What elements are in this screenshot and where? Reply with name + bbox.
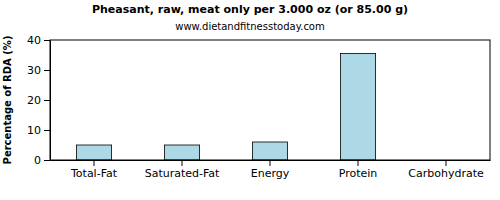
x-tick-mark (270, 160, 271, 166)
bar (76, 145, 111, 160)
x-tick: Protein (339, 160, 378, 180)
x-tick: Carbohydrate (408, 160, 484, 180)
bars (76, 54, 375, 161)
y-axis: 0 10 20 30 40 (27, 34, 51, 167)
y-tick-label: 30 (27, 64, 41, 77)
x-tick-label: Saturated-Fat (145, 167, 220, 180)
y-tick-label: 20 (27, 94, 41, 107)
x-tick-label: Protein (339, 167, 378, 180)
y-tick-label: 40 (27, 34, 41, 47)
bar (340, 54, 375, 161)
y-tick: 40 (27, 34, 50, 47)
plot-frame (50, 40, 490, 160)
x-tick-mark (182, 160, 183, 166)
x-tick-label: Carbohydrate (408, 167, 484, 180)
title: Pheasant, raw, meat only per 3.000 oz (o… (92, 3, 408, 16)
y-tick-mark (44, 40, 50, 41)
y-tick: 30 (27, 64, 50, 77)
x-tick-mark (358, 160, 359, 166)
x-tick: Total-Fat (70, 160, 118, 180)
y-tick: 0 (34, 154, 50, 167)
y-tick-label: 0 (34, 154, 41, 167)
x-tick-label: Total-Fat (70, 167, 118, 180)
x-axis: Total-Fat Saturated-Fat Energy Protein Carbo… (51, 160, 491, 180)
y-tick: 10 (27, 124, 50, 137)
y-tick-mark (44, 130, 50, 131)
chart: Pheasant, raw, meat only per 3.000 oz (o… (0, 0, 500, 200)
y-tick-label: 10 (27, 124, 41, 137)
y-tick: 20 (27, 94, 50, 107)
y-tick-mark (44, 160, 50, 161)
y-tick-mark (44, 70, 50, 71)
y-tick-mark (44, 100, 50, 101)
subtitle: www.dietandfitnesstoday.com (175, 21, 324, 32)
bar (164, 145, 199, 160)
bar (252, 142, 287, 160)
y-axis-line (50, 41, 51, 161)
x-tick: Energy (251, 160, 290, 180)
x-tick-label: Energy (251, 167, 290, 180)
plot: 0 10 20 30 40 Total-Fat Saturated-Fat Energy Pro… (27, 34, 491, 180)
x-tick-mark (94, 160, 95, 166)
x-tick-mark (446, 160, 447, 166)
x-tick: Saturated-Fat (145, 160, 220, 180)
y-axis-title: Percentage of RDA (%) (2, 36, 13, 165)
